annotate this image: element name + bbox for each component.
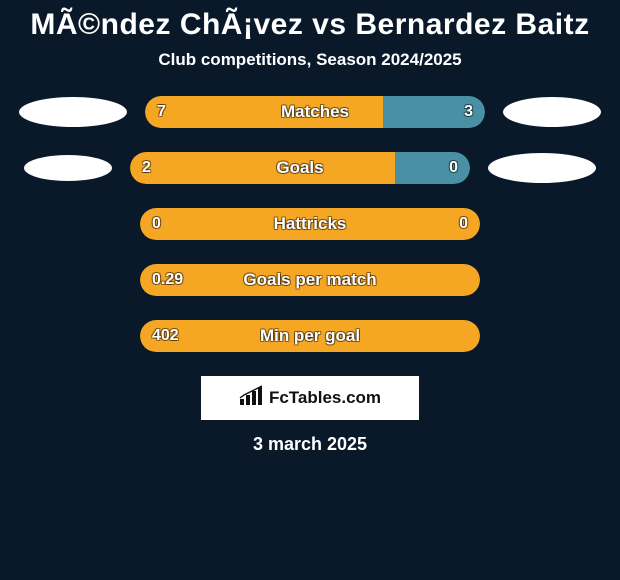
stat-label: Hattricks bbox=[274, 214, 347, 234]
stat-label: Matches bbox=[281, 102, 349, 122]
stat-bar: 0 0 Hattricks bbox=[140, 208, 480, 240]
brand-badge: FcTables.com bbox=[201, 376, 419, 420]
stat-bar: 0.29 Goals per match bbox=[140, 264, 480, 296]
stats-container: 7 3 Matches 2 0 Goals 0 0 Hattricks 0.29 Goals per… bbox=[0, 96, 620, 352]
stat-row: 0.29 Goals per match bbox=[0, 264, 620, 296]
brand-text: FcTables.com bbox=[269, 388, 381, 408]
stat-row: 7 3 Matches bbox=[0, 96, 620, 128]
stat-row: 402 Min per goal bbox=[0, 320, 620, 352]
bar-right bbox=[395, 152, 470, 184]
stat-bar: 402 Min per goal bbox=[140, 320, 480, 352]
ellipse-right bbox=[503, 97, 601, 127]
ellipse-left bbox=[24, 155, 112, 181]
stat-row: 0 0 Hattricks bbox=[0, 208, 620, 240]
value-right: 0 bbox=[449, 159, 458, 177]
value-left: 7 bbox=[157, 103, 166, 121]
date-label: 3 march 2025 bbox=[0, 434, 620, 455]
page-title: MÃ©ndez ChÃ¡vez vs Bernardez Baitz bbox=[0, 0, 620, 46]
subtitle: Club competitions, Season 2024/2025 bbox=[0, 46, 620, 88]
stat-label: Goals per match bbox=[243, 270, 376, 290]
stat-label: Goals bbox=[276, 158, 323, 178]
stat-row: 2 0 Goals bbox=[0, 152, 620, 184]
bar-left bbox=[130, 152, 395, 184]
chart-bar-icon bbox=[239, 385, 263, 412]
stat-bar: 2 0 Goals bbox=[130, 152, 470, 184]
ellipse-left bbox=[19, 97, 127, 127]
value-right: 0 bbox=[459, 215, 468, 233]
stat-label: Min per goal bbox=[260, 326, 360, 346]
value-left: 0 bbox=[152, 215, 161, 233]
value-left: 0.29 bbox=[152, 271, 183, 289]
value-left: 2 bbox=[142, 159, 151, 177]
value-left: 402 bbox=[152, 327, 179, 345]
ellipse-right bbox=[488, 153, 596, 183]
stat-bar: 7 3 Matches bbox=[145, 96, 485, 128]
value-right: 3 bbox=[464, 103, 473, 121]
